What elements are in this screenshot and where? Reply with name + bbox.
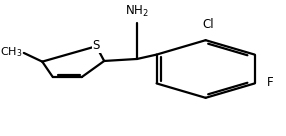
Text: S: S: [93, 39, 100, 52]
Text: Cl: Cl: [202, 18, 214, 32]
Text: NH$_2$: NH$_2$: [125, 4, 149, 19]
Text: CH$_3$: CH$_3$: [0, 45, 23, 59]
Text: F: F: [267, 76, 273, 89]
